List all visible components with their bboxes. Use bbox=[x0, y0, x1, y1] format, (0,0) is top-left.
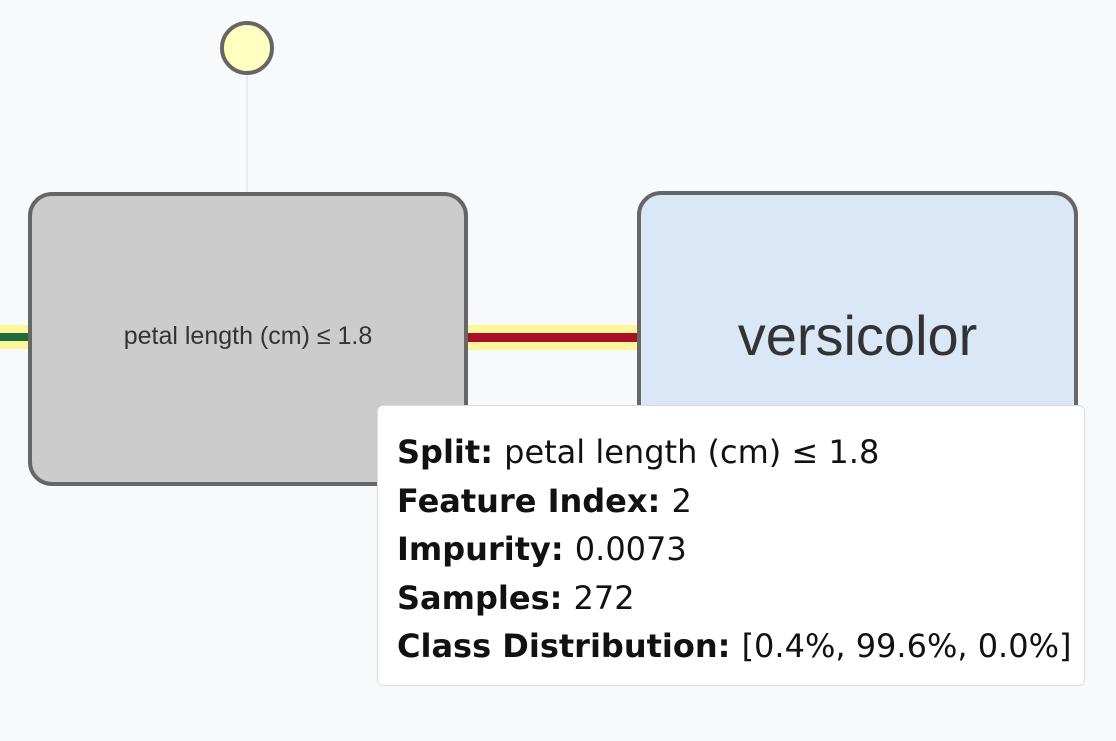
tooltip-row-impurity: Impurity: 0.0073 bbox=[397, 525, 1084, 574]
root-node-marker[interactable] bbox=[220, 21, 274, 75]
tooltip-row-feature-index: Feature Index: 2 bbox=[397, 477, 1084, 526]
tooltip-class-distribution-label: Class Distribution: bbox=[397, 627, 742, 665]
tooltip-samples-value: 272 bbox=[573, 578, 635, 617]
tooltip-feature-index-label: Feature Index: bbox=[397, 481, 672, 520]
tooltip-split-value: petal length (cm) ≤ 1.8 bbox=[504, 433, 880, 471]
tooltip-impurity-label: Impurity: bbox=[397, 530, 575, 568]
node-tooltip: Split: petal length (cm) ≤ 1.8 Feature I… bbox=[377, 405, 1085, 686]
tooltip-feature-index-value: 2 bbox=[671, 481, 692, 520]
tooltip-split-label: Split: bbox=[397, 433, 505, 471]
tooltip-row-split: Split: petal length (cm) ≤ 1.8 bbox=[397, 428, 1084, 477]
tooltip-class-distribution-value: [0.4%, 99.6%, 0.0%] bbox=[741, 627, 1072, 665]
split-to-leaf-edge[interactable] bbox=[466, 333, 639, 342]
tooltip-row-samples: Samples: 272 bbox=[397, 574, 1084, 623]
leaf-node-label: versicolor bbox=[737, 303, 978, 367]
tooltip-impurity-value: 0.0073 bbox=[574, 530, 687, 568]
tooltip-row-class-distribution: Class Distribution: [0.4%, 99.6%, 0.0%] bbox=[397, 622, 1084, 671]
split-node-label: petal length (cm) ≤ 1.8 bbox=[123, 321, 373, 350]
left-edge[interactable] bbox=[0, 333, 30, 341]
tooltip-samples-label: Samples: bbox=[397, 578, 574, 617]
